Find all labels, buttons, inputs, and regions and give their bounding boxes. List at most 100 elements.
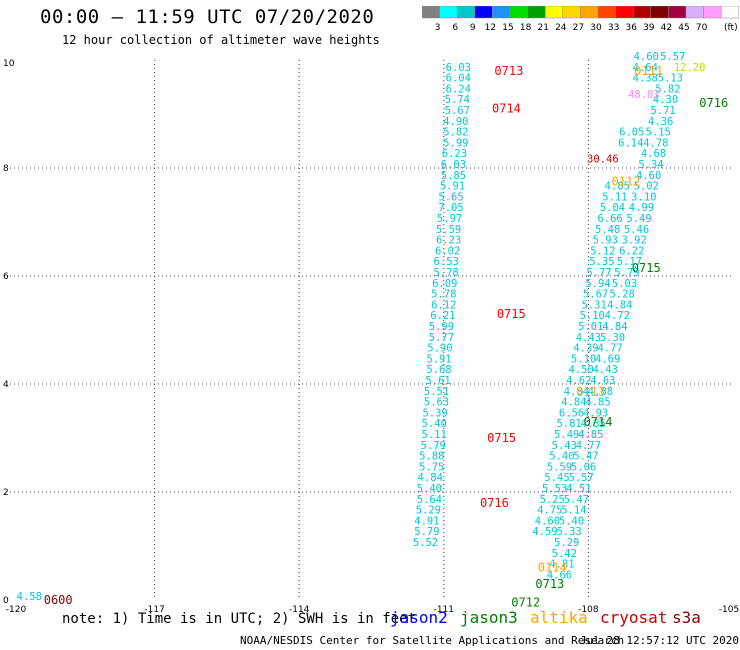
wave-height-label: 5.45 (544, 472, 569, 484)
wave-height-label: 5.59 (436, 224, 461, 236)
wave-height-label: 5.68 (426, 364, 451, 376)
wave-height-label: 5.13 (658, 73, 683, 85)
wave-height-label: 5.79 (614, 267, 639, 279)
legend-label: 33 (608, 23, 619, 33)
wave-height-label: 5.93 (593, 235, 618, 247)
wave-height-label: 5.40 (417, 483, 442, 495)
wave-height-label: 5.57 (569, 472, 594, 484)
satellite-altika: altika (530, 608, 588, 627)
wave-height-label: 6.14 (618, 137, 643, 149)
wave-height-label: 4.64 (633, 62, 658, 74)
wave-height-label: 4.84 (561, 397, 586, 409)
wave-height-label: 5.81 (556, 418, 581, 430)
wave-height-label: 5.67 (583, 289, 608, 301)
wave-height-label: 4.43 (593, 364, 618, 376)
wave-height-label: 5.78 (434, 267, 459, 279)
wave-height-label: 6.21 (430, 310, 455, 322)
legend-label: 15 (502, 23, 513, 33)
wave-height-label: 4.43 (576, 332, 601, 344)
wave-height-label: 5.04 (600, 202, 625, 214)
wave-height-label: 5.97 (437, 213, 462, 225)
wave-height-label: 4.50 (569, 364, 594, 376)
legend-label: 39 (643, 23, 655, 33)
wave-height-label: 4.30 (653, 94, 678, 106)
wave-height-label: 6.12 (431, 299, 456, 311)
wave-height-label: 4.84 (607, 299, 632, 311)
wave-height-label: 6.53 (434, 256, 459, 268)
y-tick-label: 0 (3, 596, 9, 606)
y-tick-label: 4 (3, 380, 9, 390)
wave-height-label: 5.67 (445, 105, 470, 117)
wave-height-label: 6.23 (436, 235, 461, 247)
wave-height-label: 5.48 (595, 224, 620, 236)
wave-height-label: 5.46 (624, 224, 649, 236)
wave-height-label: 4.38 (633, 73, 658, 85)
y-tick-label: 10 (3, 59, 15, 69)
wave-height-label: 5.43 (552, 440, 577, 452)
time-label: 0114 (538, 561, 567, 575)
time-label: 0600 (44, 593, 73, 607)
wave-height-label: 4.68 (641, 148, 666, 160)
wave-height-label: 4.66 (547, 569, 572, 581)
time-label: 0716 (480, 496, 509, 510)
y-tick-label: 6 (3, 272, 9, 282)
wave-height-label: 4.84 (418, 472, 443, 484)
wave-height-label: 3.92 (622, 235, 647, 247)
wave-height-label: 5.47 (573, 451, 598, 463)
wave-height-label: 6.24 (446, 83, 471, 95)
wave-height-label: 7.05 (438, 202, 463, 214)
legend-label: 12 (485, 23, 496, 33)
wave-height-label: 5.14 (561, 505, 586, 517)
wave-height-label: 6.56 (559, 407, 584, 419)
time-label: 0715 (632, 261, 661, 275)
wave-height-label: 5.02 (634, 181, 659, 193)
wave-height-label: 4.62 (566, 375, 591, 387)
wave-height-label: 5.39 (422, 407, 447, 419)
wave-height-label: 5.29 (416, 505, 441, 517)
wave-height-label: 5.40 (559, 515, 584, 527)
wave-height-label: 5.47 (564, 494, 589, 506)
footer-timestamp: Jul 28 12:57:12 UTC 2020 (580, 634, 739, 647)
wave-height-label: 5.25 (540, 494, 565, 506)
wave-height-label: 6.03 (441, 159, 466, 171)
wave-height-label: 4.85 (605, 181, 630, 193)
wave-height-label: 5.31 (582, 299, 607, 311)
wave-height-label: 5.28 (609, 289, 634, 301)
wave-height-label: 5.12 (590, 245, 615, 257)
x-tick-label: -114 (289, 605, 310, 615)
wave-height-label: 5.29 (554, 537, 579, 549)
wave-height-label: 5.82 (655, 83, 680, 95)
wave-height-label: 5.78 (431, 289, 456, 301)
footer-note: note: 1) Time is in UTC; 2) SWH is in fe… (62, 611, 417, 627)
wave-height-label: 12.20 (674, 62, 706, 74)
satellite-jason3: jason3 (460, 608, 518, 627)
wave-height-label: 5.34 (638, 159, 663, 171)
wave-height-label: 5.82 (443, 127, 468, 139)
wave-height-label: 5.49 (626, 213, 651, 225)
wave-height-label: 5.59 (547, 461, 572, 473)
wave-height-label: 5.11 (422, 429, 447, 441)
wave-height-label: 5.35 (589, 256, 614, 268)
color-legend: 3 6 9 12 15 18 21 24 27 30 33 36 39 42 45 70 (ft) (422, 6, 740, 33)
satellite-jason2: jason2 (390, 608, 448, 627)
time-label: 0714 (584, 415, 613, 429)
wave-height-label: 4.60 (636, 170, 661, 182)
wave-height-label: 5.15 (646, 127, 671, 139)
wave-height-label: 5.51 (424, 386, 449, 398)
wave-height-label: 6.05 (619, 127, 644, 139)
wave-height-label: 4.75 (537, 505, 562, 517)
wave-height-label: 4.39 (573, 343, 598, 355)
chart-subtitle: 12 hour collection of altimeter wave hei… (62, 33, 380, 47)
legend-label: 6 (452, 23, 458, 33)
wave-height-label: 4.77 (597, 343, 622, 355)
wave-height-label: 6.09 (432, 278, 457, 290)
wave-height-label: 5.03 (612, 278, 637, 290)
wave-height-label: 5.99 (429, 321, 454, 333)
time-label: 0712 (511, 596, 540, 610)
wave-height-label: 6.23 (442, 148, 467, 160)
wave-height-label: 6.66 (597, 213, 622, 225)
time-label: 0716 (699, 96, 728, 110)
wave-height-label: 4.59 (532, 526, 557, 538)
wave-height-label: 4.72 (605, 310, 630, 322)
